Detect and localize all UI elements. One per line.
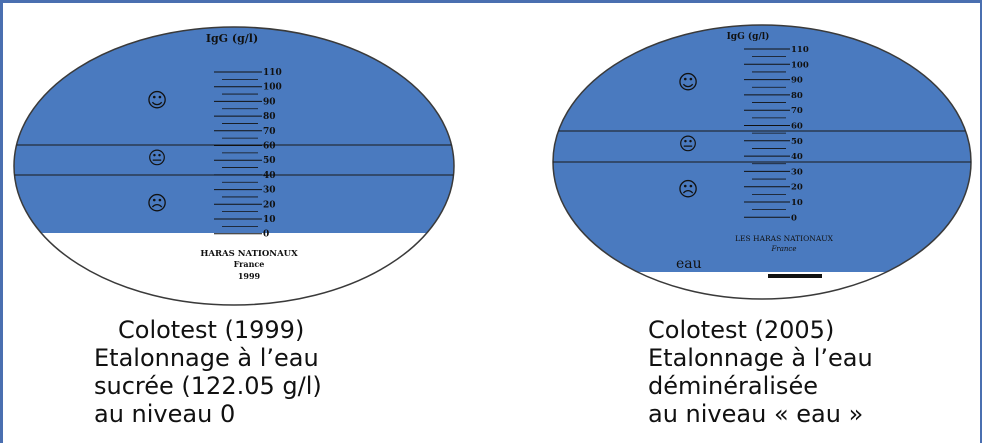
caption-line: déminéralisée [648,372,818,400]
smiley-bad-icon: ☹ [147,191,168,215]
scale-label-100: 100 [263,83,282,93]
scale-label-90: 90 [791,76,803,86]
smiley-neutral-icon: 😐 [679,134,698,155]
caption-colotest-1999: Colotest (1999) Etalonnage à l’eau sucré… [94,316,322,428]
maker-name: HARAS NATIONAUX [200,249,298,259]
scale-label-100: 100 [791,60,809,70]
caption-title: Colotest (2005) [648,316,835,344]
scale-label-20: 20 [791,183,803,193]
smiley-good-icon: ☺ [678,70,699,94]
scale-label-80: 80 [263,112,276,122]
scale-label-50: 50 [791,137,803,147]
smiley-good-icon: ☺ [147,88,168,112]
water-level-label: eau [676,256,702,272]
scale-label-110: 110 [263,68,282,78]
scale-label-30: 30 [263,186,276,196]
caption-line: Etalonnage à l’eau [94,344,319,372]
scale-label-80: 80 [791,91,803,101]
scale-label-70: 70 [263,127,276,137]
smiley-neutral-icon: 😐 [148,148,167,169]
scale-label-0: 0 [791,213,797,223]
caption-line: au niveau « eau » [648,400,864,428]
maker-year: 1999 [238,271,261,281]
scale-label-70: 70 [791,106,803,116]
scale-label-20: 20 [263,200,276,210]
lens-2005-title: IgG (g/l) [727,31,770,42]
scale-label-60: 60 [263,142,276,152]
maker-country: France [234,259,265,269]
scale-label-50: 50 [263,156,276,166]
scale-label-0: 0 [263,230,269,240]
maker-name: LES HARAS NATIONAUX [735,234,834,243]
caption-line: au niveau 0 [94,400,236,428]
scale-label-40: 40 [791,152,803,162]
scale-label-60: 60 [791,122,803,132]
scale-label-40: 40 [263,171,276,181]
caption-title: Colotest (1999) [118,316,305,344]
scale-label-110: 110 [791,45,809,55]
scale-label-90: 90 [263,97,276,107]
caption-colotest-2005: Colotest (2005) Etalonnage à l’eau démin… [648,316,873,428]
caption-line: Etalonnage à l’eau [648,344,873,372]
lens-1999-outline [13,26,455,306]
lens-1999-title: IgG (g/l) [206,32,258,45]
scale-label-10: 10 [263,215,276,225]
caption-line: sucrée (122.05 g/l) [94,372,322,400]
scale-label-30: 30 [791,167,803,177]
smiley-bad-icon: ☹ [678,177,699,201]
scale-label-10: 10 [791,198,803,208]
maker-country: France [771,245,797,253]
